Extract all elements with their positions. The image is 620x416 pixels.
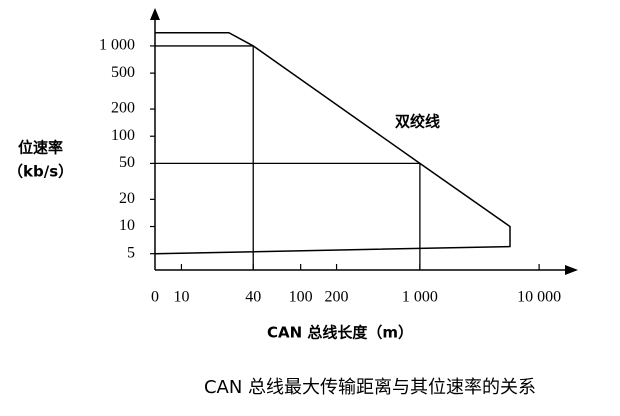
caption: CAN 总线最大传输距离与其位速率的关系 [204,377,536,398]
x-tick-label: 10 000 [517,289,561,306]
y-axis-unit: （kb/s） [8,163,73,181]
y-tick-label: 200 [111,100,135,117]
x-tick-label: 40 [245,289,261,306]
y-tick-label: 100 [111,127,135,144]
y-axis-label: 位速率 [18,139,63,157]
x-tick-label: 100 [289,289,313,306]
x-axis-label: CAN 总线长度（m） [267,324,413,342]
y-tick-label: 1 000 [99,37,135,54]
x-tick-label: 200 [325,289,349,306]
x-tick-label: 0 [151,289,159,306]
y-arrow [150,8,160,20]
x-tick-label: 1 000 [402,289,438,306]
x-tick-label: 10 [173,289,189,306]
y-tick-label: 500 [111,64,135,81]
x-arrow [565,265,578,275]
y-tick-label: 50 [119,154,135,171]
series-line [154,31,511,255]
y-tick-label: 10 [119,217,135,234]
y-tick-label: 5 [127,244,135,261]
series-label: 双绞线 [395,113,440,131]
y-tick-label: 20 [119,190,135,207]
